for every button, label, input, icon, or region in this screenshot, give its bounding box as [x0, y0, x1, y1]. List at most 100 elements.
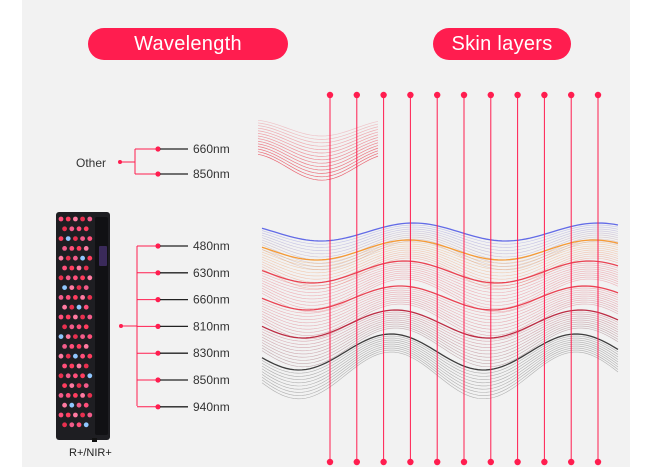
other-wave-line [257, 153, 379, 181]
skin-layer-dot-top [594, 91, 602, 99]
wave-line [261, 257, 619, 290]
led-dot [62, 402, 67, 408]
other-wave-line [257, 125, 379, 144]
led-dot [80, 314, 85, 320]
led-dot [76, 324, 82, 330]
led-dot [80, 295, 85, 300]
bullet-dot [155, 404, 161, 410]
bullet-dot [155, 270, 161, 276]
wave-line [261, 345, 619, 390]
other-wave-line [257, 146, 379, 171]
other-wavelength: 850nm [193, 167, 230, 181]
wavelength: 940nm [193, 400, 230, 414]
wave-line [261, 315, 619, 348]
led-dot [76, 402, 82, 408]
led-dot [87, 373, 93, 379]
main-wavelength-list: 480nm 630nm 660nm 810nm 830nm 850nm 940nm [137, 239, 230, 414]
led-dot [58, 236, 64, 242]
led-dot [76, 246, 82, 251]
led-dot [69, 383, 75, 388]
led-dot [87, 236, 93, 242]
led-dot [87, 255, 93, 261]
other-bracket [118, 148, 158, 175]
skin-layer-dot-bottom [434, 458, 441, 466]
other-wave-line [257, 140, 379, 164]
bullet-dot [155, 350, 161, 356]
other-wave-line [257, 127, 379, 147]
led-dot [73, 255, 78, 261]
led-dot [73, 236, 78, 242]
skin-layer-dot-bottom [514, 458, 521, 466]
led-dot [87, 275, 93, 281]
led-dot [65, 255, 71, 261]
wave-line [261, 317, 619, 352]
wave-line [261, 309, 619, 339]
wave-line [261, 224, 619, 245]
other-wave-line [257, 133, 379, 154]
led-dot [73, 216, 78, 222]
led-dot [87, 412, 93, 418]
bullet-dot [155, 243, 161, 249]
led-dot [69, 226, 75, 232]
skin-layer-dot-top [487, 91, 494, 99]
wave-line [261, 274, 619, 306]
bullet-dot [155, 377, 161, 383]
led-dot [62, 246, 67, 251]
wave-line [261, 303, 619, 340]
wave-line [261, 349, 619, 396]
led-dot [65, 236, 71, 242]
led-dot [83, 383, 89, 388]
wave-line [261, 251, 619, 280]
led-dot [76, 226, 82, 232]
wavelength: 830nm [193, 346, 230, 360]
led-dot [65, 393, 71, 398]
wave-line [261, 295, 619, 327]
wave-line [261, 335, 619, 374]
wave-line [261, 228, 619, 251]
wave-line [261, 222, 619, 242]
led-dot [80, 353, 85, 359]
bullet-dot [155, 171, 161, 177]
led-dot [69, 265, 75, 271]
wave-line [261, 249, 619, 277]
led-dot [58, 295, 64, 300]
other-wave-line [257, 135, 379, 157]
led-dot [62, 226, 67, 232]
wave-line [261, 327, 619, 368]
skin-layer-dot-bottom [326, 458, 334, 466]
wave-line [261, 243, 619, 267]
led-dot [62, 304, 67, 310]
wave-line [261, 339, 619, 380]
wave-line [261, 311, 619, 342]
wavelength: 630nm [193, 266, 230, 280]
wave-line [261, 333, 619, 371]
led-dot [83, 226, 89, 232]
led-dot [69, 285, 75, 290]
background-panel [22, 0, 630, 467]
led-dot [58, 314, 64, 320]
led-dot [62, 363, 67, 369]
led-dot [65, 275, 71, 281]
wave-line [261, 323, 619, 361]
bullet-dot [155, 146, 161, 152]
wave-line [261, 276, 619, 309]
other-wavelength-list: 660nm 850nm [155, 142, 230, 181]
wavelength: 850nm [193, 373, 230, 387]
led-dot [80, 334, 85, 339]
led-dot [58, 353, 64, 359]
skin-layer-lines [326, 91, 602, 466]
led-dot [69, 422, 75, 428]
wave-line [261, 297, 619, 330]
bullet-dot [155, 297, 161, 303]
wave-line [261, 287, 619, 314]
wavelength-heading: Wavelength [88, 28, 288, 60]
wave-line [261, 337, 619, 377]
skin-layer-dot-bottom [487, 458, 494, 466]
led-dot [80, 236, 85, 242]
led-dot [73, 412, 78, 418]
other-wave-line [257, 138, 379, 161]
led-dot [87, 314, 93, 320]
wave-line [261, 268, 619, 297]
